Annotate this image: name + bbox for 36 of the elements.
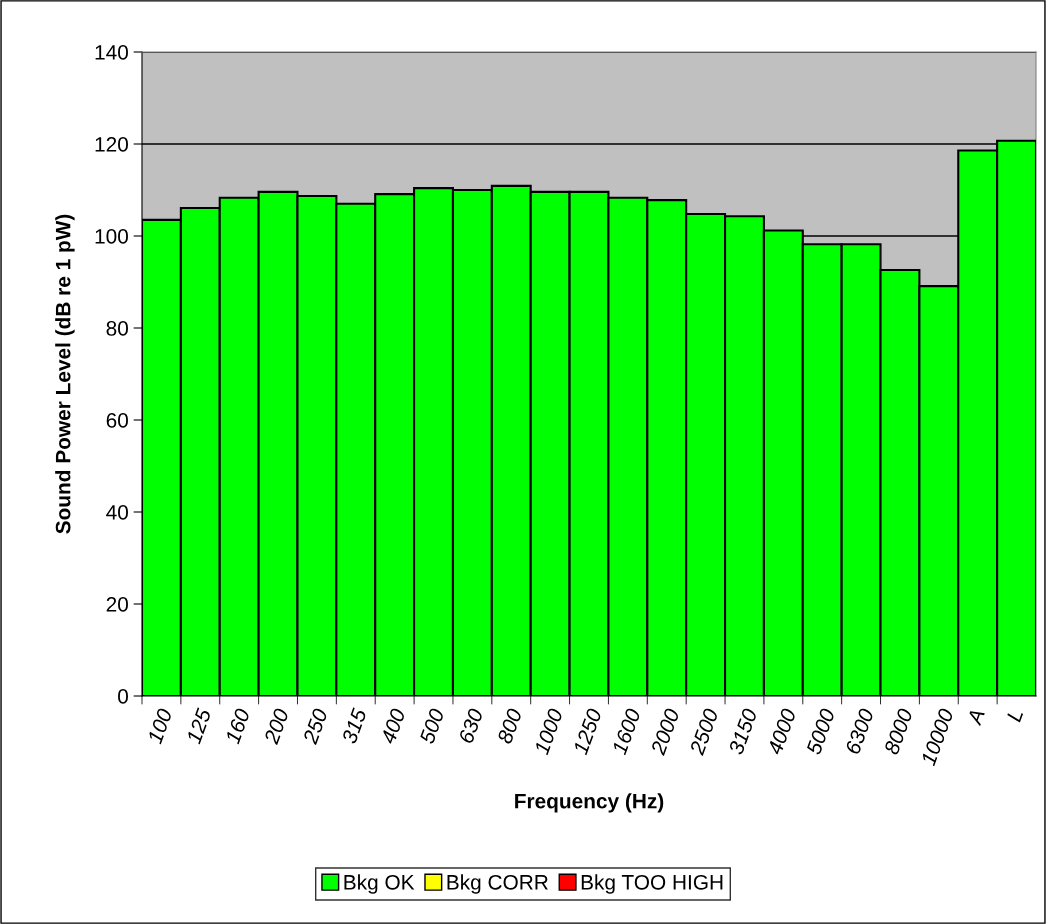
x-tick-label: 1600 [611, 707, 641, 756]
x-tick-label: 8000 [883, 707, 914, 756]
y-tick-label: 140 [95, 45, 128, 60]
x-tick-label: 5000 [805, 707, 836, 756]
x-tick-label: 400 [380, 707, 406, 745]
x-tick-label: 250 [302, 707, 329, 746]
x-tick-label: 800 [496, 707, 523, 745]
x-tick-label: 1000 [533, 707, 564, 756]
x-tick-label: 125 [185, 707, 212, 745]
legend-label: Bkg OK [344, 874, 415, 894]
x-tick-label: 160 [224, 707, 251, 745]
x-tick-label: 2000 [650, 707, 680, 757]
x-tick-label: 3150 [728, 707, 758, 756]
x-tick-label: L [1006, 708, 1024, 723]
y-tick-label: 100 [95, 229, 128, 244]
x-tick-label: 10000 [920, 707, 954, 767]
y-tick-label: 60 [106, 413, 128, 428]
x-tick-label: 315 [341, 707, 367, 745]
x-tick-label: 1250 [572, 707, 603, 756]
x-tick-label: 200 [263, 707, 290, 746]
y-tick-label: 0 [118, 689, 128, 704]
y-tick-label: 20 [106, 597, 128, 612]
x-tick-label: A [966, 708, 985, 727]
x-tick-label: 100 [147, 707, 173, 745]
x-tick-label: 630 [458, 707, 484, 744]
legend-label: Bkg TOO HIGH [581, 874, 723, 894]
y-axis-title: Sound Power Level (dB re 1 pW) [55, 214, 75, 534]
y-tick-label: 80 [106, 321, 128, 336]
x-tick-label: 2500 [689, 707, 719, 757]
y-tick-label: 120 [95, 137, 128, 152]
y-tick-label: 40 [106, 505, 128, 520]
x-tick-label: 500 [419, 707, 445, 745]
legend-label: Bkg CORR [447, 874, 548, 894]
x-tick-label: 4000 [766, 707, 797, 756]
x-axis-title: Frequency (Hz) [515, 793, 664, 813]
x-tick-label: 6300 [844, 707, 875, 755]
